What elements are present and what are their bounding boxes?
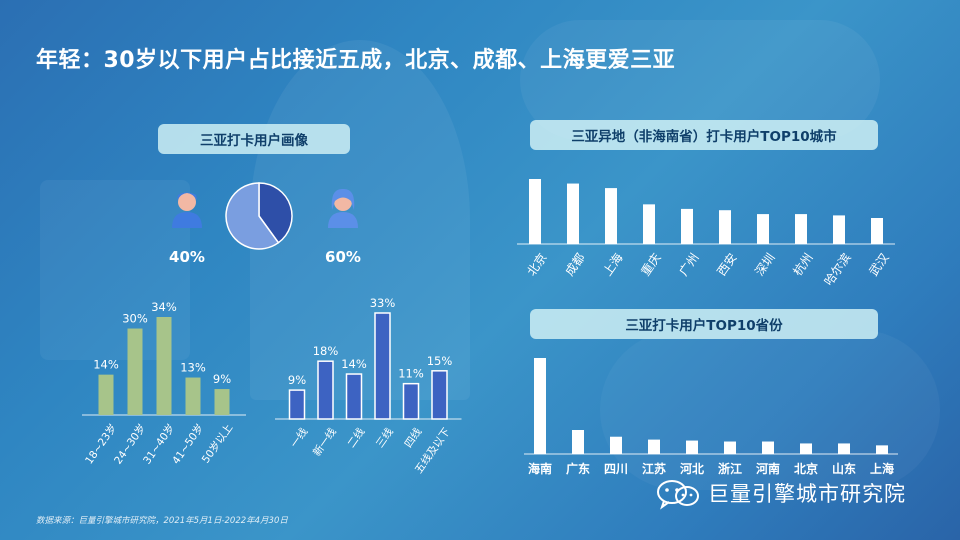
tick-label: 成都	[562, 251, 587, 279]
bar	[127, 328, 143, 415]
data-label: 18%	[313, 344, 339, 358]
bar	[757, 214, 769, 244]
bar	[214, 389, 230, 415]
tick-label: 四线	[402, 425, 425, 450]
data-label: 9%	[288, 373, 306, 387]
bar	[529, 179, 541, 244]
pie-label: 40%	[169, 248, 205, 266]
tick-label: 西安	[714, 250, 740, 278]
tick-label: 哈尔滨	[821, 250, 854, 288]
male-user-icon	[172, 192, 202, 228]
tick-label: 杭州	[790, 250, 816, 278]
wechat-icon	[656, 478, 700, 510]
bar	[876, 445, 888, 454]
tick-label: 一线	[288, 425, 311, 450]
tick-label: 江苏	[642, 461, 666, 476]
bar	[762, 441, 774, 454]
bar	[610, 436, 622, 454]
data-label: 13%	[180, 361, 206, 375]
brand-name: 巨量引擎城市研究院	[708, 482, 906, 506]
tick-label: 广东	[566, 461, 590, 476]
bar	[534, 358, 546, 454]
background-building	[600, 330, 940, 490]
bar	[648, 439, 660, 454]
bar	[719, 210, 731, 244]
provinces-panel-title: 三亚打卡用户TOP10省份	[530, 309, 878, 339]
bar	[156, 317, 172, 415]
tick-label: 深圳	[752, 251, 777, 279]
bar	[98, 374, 114, 415]
tick-label: 广州	[676, 251, 701, 279]
data-label: 15%	[427, 354, 453, 368]
tick-label: 浙江	[718, 461, 742, 476]
cities-panel-title: 三亚异地（非海南省）打卡用户TOP10城市	[530, 120, 878, 150]
bar	[838, 443, 850, 454]
bar	[605, 188, 617, 244]
bar	[431, 370, 448, 420]
bar	[833, 215, 845, 244]
tick-label: 海南	[528, 461, 552, 476]
tick-label: 河北	[679, 461, 704, 476]
bar	[185, 377, 201, 415]
pie-slice	[258, 182, 293, 244]
bar	[681, 208, 693, 244]
data-label: 34%	[151, 300, 177, 314]
data-label: 14%	[93, 358, 119, 372]
female-user-icon	[328, 188, 358, 228]
bar	[724, 441, 736, 454]
data-label: 14%	[341, 357, 367, 371]
bar	[800, 443, 812, 454]
tick-label: 北京	[794, 461, 818, 476]
bar	[345, 373, 363, 420]
data-label: 9%	[213, 372, 231, 386]
profile-panel-title: 三亚打卡用户画像	[158, 124, 350, 154]
tick-label: 上海	[870, 461, 894, 476]
data-label: 11%	[398, 367, 424, 381]
tick-label: 武汉	[866, 251, 891, 279]
bar	[795, 214, 807, 244]
bar	[686, 440, 698, 454]
brand-watermark: 巨量引擎城市研究院	[656, 478, 906, 510]
tick-label: 河南	[755, 461, 780, 476]
bar	[871, 218, 883, 244]
bar	[374, 312, 391, 420]
tick-label: 重庆	[638, 251, 663, 279]
tick-label: 上海	[600, 250, 626, 278]
tick-label: 四川	[604, 462, 628, 476]
bar	[567, 183, 579, 244]
pie-label: 60%	[325, 248, 361, 266]
tick-label: 新一线	[310, 425, 339, 459]
bar	[402, 382, 420, 420]
bar	[572, 430, 584, 454]
tick-label: 山东	[832, 461, 856, 476]
bar	[288, 389, 306, 420]
pie-slice	[225, 182, 280, 250]
data-label: 33%	[370, 296, 396, 310]
tick-label: 二线	[345, 425, 368, 450]
data-label: 30%	[122, 312, 148, 326]
data-source-footnote: 数据来源：巨量引擎城市研究院，2021年5月1日-2022年4月30日	[36, 516, 288, 526]
bar	[643, 204, 655, 244]
tick-label: 北京	[524, 251, 549, 279]
tick-label: 三线	[373, 425, 396, 450]
bar	[317, 360, 334, 420]
page-title: 年轻：30岁以下用户占比接近五成，北京、成都、上海更爱三亚	[36, 48, 676, 73]
